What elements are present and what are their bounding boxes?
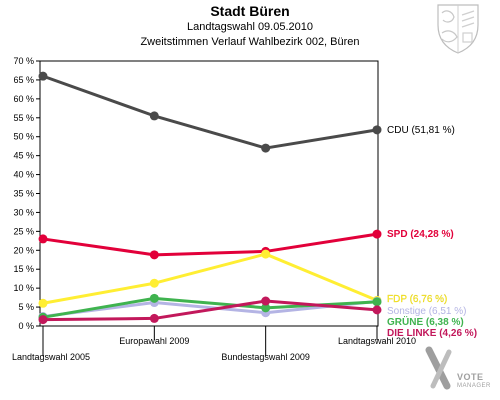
y-tick-label: 60 %	[13, 94, 34, 104]
logo-tagline: MANAGER	[457, 383, 491, 389]
data-point	[372, 125, 382, 135]
y-tick-label: 30 %	[13, 207, 34, 217]
y-tick-label: 10 %	[13, 283, 34, 293]
chart-subtitle-election: Landtagswahl 09.05.2010	[187, 21, 313, 33]
y-tick-label: 40 %	[13, 170, 34, 180]
data-point	[261, 249, 271, 259]
y-tick-label: 45 %	[13, 151, 34, 161]
logo-name: VOTE	[457, 372, 484, 382]
y-tick-label: 20 %	[13, 245, 34, 255]
y-tick-label: 70 %	[13, 56, 34, 66]
x-tick-label: Europawahl 2009	[119, 336, 189, 346]
series-end-label: DIE LINKE (4,26 %)	[387, 328, 477, 339]
y-tick-label: 0 %	[18, 321, 34, 331]
data-point	[372, 297, 382, 307]
chart-axes	[39, 60, 379, 327]
data-point	[372, 229, 382, 239]
plot-frame	[39, 60, 379, 327]
state-coat-of-arms-icon	[437, 4, 479, 54]
data-point	[149, 313, 159, 323]
y-tick-label: 65 %	[13, 75, 34, 85]
x-axis-ticks: Landtagswahl 2005 Europawahl 2009 Bundesta…	[12, 326, 416, 362]
data-point	[149, 278, 159, 288]
series-line-sonstige	[42, 299, 378, 319]
series-end-label: CDU (51,81 %)	[387, 125, 455, 136]
data-point	[372, 305, 382, 315]
data-point	[38, 234, 48, 244]
x-tick-label: Landtagswahl 2010	[338, 336, 416, 346]
data-point	[38, 71, 48, 81]
y-tick-label: 35 %	[13, 189, 34, 199]
series-group	[38, 71, 382, 325]
chart-header: Stadt Büren Landtagswahl 09.05.2010 Zwei…	[0, 3, 500, 50]
data-point	[149, 250, 159, 260]
series-labels: CDU (51,81 %) SPD (24,28 %) FDP (6,76 %)So…	[387, 125, 477, 339]
series-line-fdp	[42, 252, 378, 305]
series-line-die-linke	[42, 299, 378, 322]
y-tick-label: 50 %	[13, 132, 34, 142]
chart-subtitle-district: Zweitstimmen Verlauf Wahlbezirk 002, Bür…	[140, 36, 360, 48]
data-point	[38, 298, 48, 308]
y-tick-label: 15 %	[13, 264, 34, 274]
x-tick-label: Bundestagswahl 2009	[221, 352, 310, 362]
y-tick-label: 5 %	[18, 302, 34, 312]
data-point	[261, 303, 271, 313]
series-end-label: Sonstige (6,51 %)	[387, 306, 467, 317]
series-end-label: SPD (24,28 %)	[387, 229, 454, 240]
y-tick-label: 25 %	[13, 226, 34, 236]
vote-manager-logo	[425, 346, 452, 390]
series-line-cdu	[42, 74, 378, 150]
y-axis-ticks: 0 % 5 % 10 % 15 % 20 % 25 % 30 % 35 % 40 % 45 % 50…	[13, 56, 40, 331]
series-end-label: GRÜNE (6,38 %)	[387, 315, 464, 328]
data-point	[38, 315, 48, 325]
data-point	[149, 293, 159, 303]
x-tick-label: Landtagswahl 2005	[12, 352, 90, 362]
chart-title: Stadt Büren	[210, 3, 290, 19]
data-point	[261, 296, 271, 306]
data-point	[261, 143, 271, 153]
series-end-label: FDP (6,76 %)	[387, 294, 447, 305]
series-line-spd	[42, 232, 378, 257]
y-tick-label: 55 %	[13, 113, 34, 123]
data-point	[149, 111, 159, 121]
